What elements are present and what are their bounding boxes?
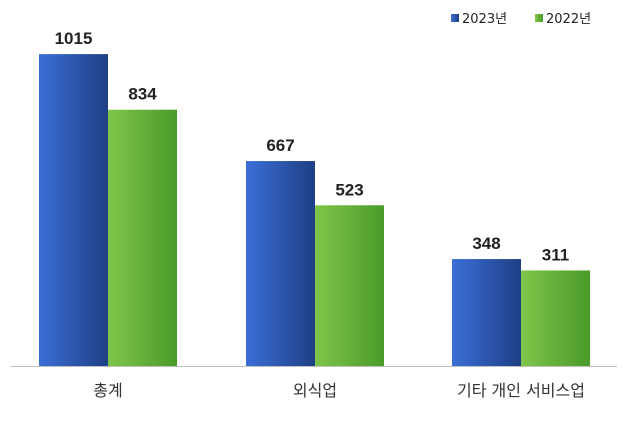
category-label: 기타 개인 서비스업	[457, 381, 585, 400]
legend: 2023년 2022년	[451, 12, 591, 27]
legend-swatch	[451, 14, 459, 22]
category-labels-layer: 총계 외식업 기타 개인 서비스업	[93, 381, 585, 400]
category-label: 총계	[93, 381, 122, 400]
data-label: 834	[128, 85, 157, 104]
bar-series-a-1	[246, 161, 315, 366]
legend-label: 2022년	[546, 12, 591, 27]
data-label: 523	[335, 180, 363, 199]
bar-series-a-2	[452, 259, 521, 366]
data-label: 1015	[55, 29, 93, 48]
data-label: 311	[542, 245, 569, 264]
data-label: 667	[266, 136, 294, 155]
bar-series-b-0	[108, 109, 177, 366]
legend-label: 2023년	[462, 12, 507, 27]
category-label: 외식업	[293, 381, 337, 400]
bars-layer	[39, 54, 590, 366]
data-label: 348	[472, 234, 500, 253]
bar-series-a-0	[39, 54, 108, 366]
legend-swatch	[535, 14, 543, 22]
value-labels-layer: 1015 834 667 523 348 311	[55, 29, 570, 264]
bar-series-b-1	[315, 205, 384, 366]
bar-series-b-2	[521, 270, 590, 366]
